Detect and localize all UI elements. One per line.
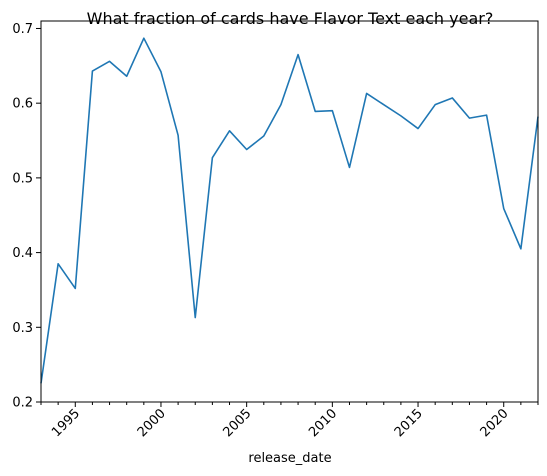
y-tick-label: 0.3 — [12, 321, 33, 336]
y-tick-label: 0.7 — [12, 22, 33, 37]
x-tick-label: 1995 — [49, 406, 83, 440]
series-line — [40, 37, 539, 384]
x-tick-label: 2000 — [135, 406, 169, 440]
x-tick-label: 2005 — [220, 406, 254, 440]
y-tick-label: 0.5 — [12, 171, 33, 186]
x-tick-label: 2015 — [392, 406, 426, 440]
x-tick-label: 2020 — [478, 406, 512, 440]
x-axis-label: release_date — [248, 451, 331, 466]
plot-area — [40, 37, 539, 384]
y-axis: 0.2 0.3 0.4 0.5 0.6 0.7 — [12, 22, 41, 411]
y-tick-label: 0.4 — [12, 246, 33, 261]
x-tick-label: 2010 — [306, 406, 340, 440]
x-axis: 1995 2000 2005 2010 2015 2020 — [40, 402, 539, 440]
chart-title: What fraction of cards have Flavor Text … — [87, 9, 494, 28]
y-tick-label: 0.6 — [12, 97, 33, 112]
y-tick-label: 0.2 — [12, 396, 33, 411]
plot-frame — [40, 20, 539, 403]
